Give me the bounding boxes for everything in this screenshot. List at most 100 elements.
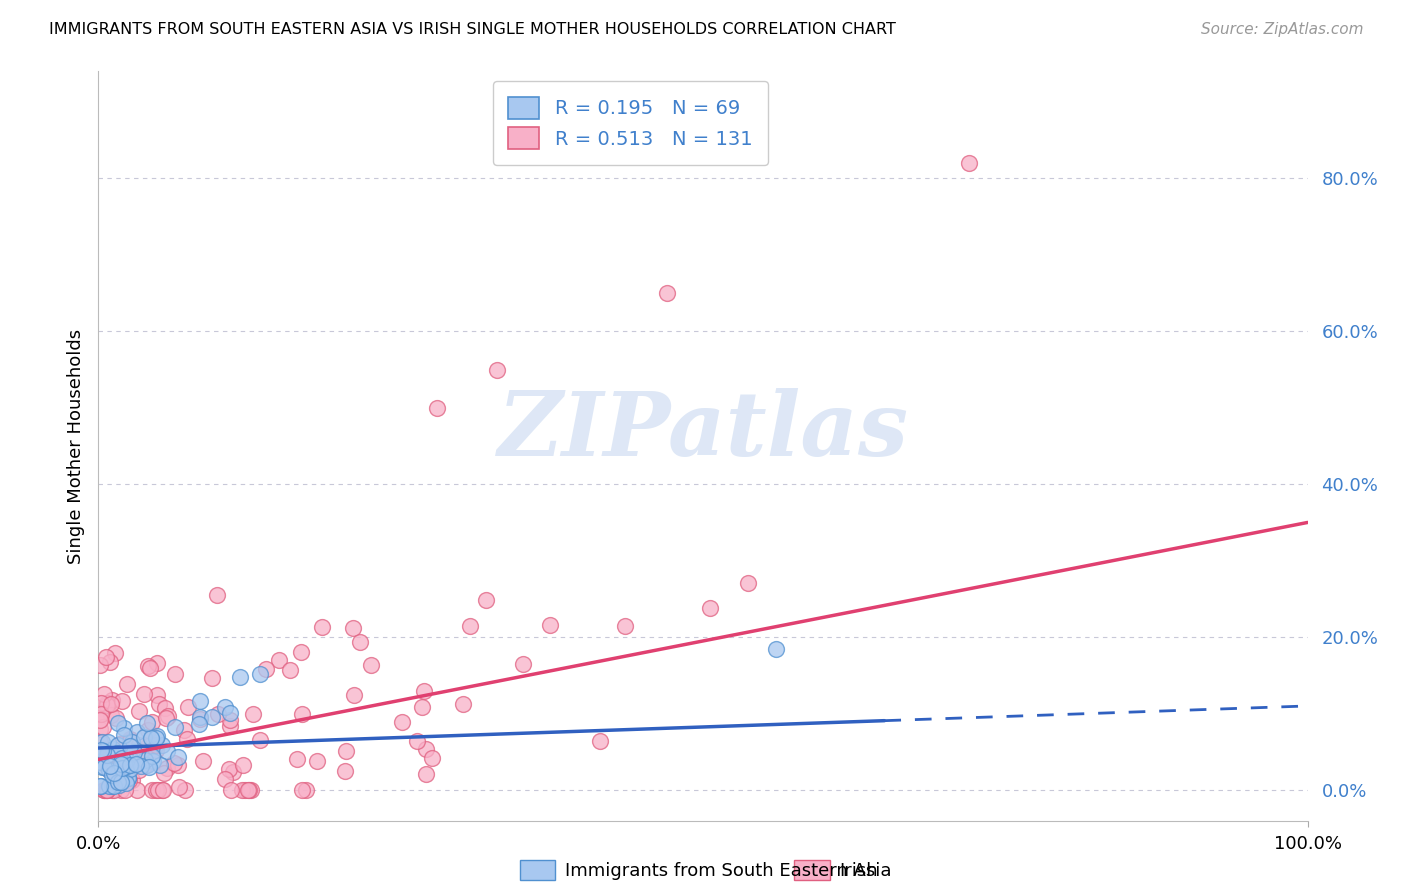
Point	[97, 735, 120, 749]
Point	[89, 779, 111, 793]
Point	[112, 756, 135, 771]
Point	[142, 754, 165, 768]
Point	[290, 645, 312, 659]
Point	[120, 732, 142, 747]
Point	[98, 759, 121, 773]
Point	[360, 657, 382, 672]
Point	[100, 698, 122, 712]
Text: ZIPatlas: ZIPatlas	[498, 388, 908, 475]
Point	[128, 704, 150, 718]
Point	[201, 671, 224, 685]
Point	[295, 783, 318, 797]
Text: IMMIGRANTS FROM SOUTH EASTERN ASIA VS IRISH SINGLE MOTHER HOUSEHOLDS CORRELATION: IMMIGRANTS FROM SOUTH EASTERN ASIA VS IR…	[49, 22, 896, 37]
Point	[89, 722, 111, 736]
Point	[157, 708, 180, 723]
Point	[136, 659, 159, 673]
Point	[131, 744, 153, 758]
Point	[121, 735, 143, 749]
Point	[110, 774, 132, 789]
Point	[90, 696, 112, 710]
Point	[267, 653, 290, 667]
Point	[134, 753, 156, 767]
Point	[117, 771, 139, 785]
Text: Irish: Irish	[839, 862, 877, 880]
Point	[141, 748, 163, 763]
Point	[426, 401, 449, 415]
Point	[132, 730, 155, 744]
Point	[93, 687, 115, 701]
Point	[93, 783, 115, 797]
Point	[111, 758, 134, 772]
Point	[145, 738, 167, 752]
Point	[242, 706, 264, 721]
Point	[238, 783, 260, 797]
Point	[89, 706, 111, 720]
Point	[111, 761, 134, 775]
Point	[132, 687, 155, 701]
Point	[138, 760, 160, 774]
Point	[311, 620, 333, 634]
Point	[127, 725, 149, 739]
Point	[125, 756, 148, 771]
Point	[111, 750, 134, 764]
Point	[249, 732, 271, 747]
Point	[349, 635, 371, 649]
Point	[100, 692, 122, 706]
Point	[406, 734, 429, 748]
Text: Immigrants from South Eastern Asia: Immigrants from South Eastern Asia	[565, 862, 891, 880]
Point	[173, 723, 195, 737]
Point	[114, 746, 136, 760]
Point	[167, 750, 190, 764]
Y-axis label: Single Mother Households: Single Mother Households	[66, 328, 84, 564]
Point	[136, 739, 159, 753]
Point	[486, 362, 509, 376]
Point	[118, 758, 141, 772]
Point	[231, 758, 253, 772]
Point	[114, 783, 136, 797]
Point	[152, 738, 174, 752]
Point	[110, 783, 132, 797]
Point	[148, 697, 170, 711]
Point	[105, 766, 128, 780]
Point	[105, 746, 128, 760]
Point	[765, 641, 787, 656]
Point	[90, 742, 112, 756]
Point	[411, 700, 433, 714]
Point	[101, 783, 124, 797]
Point	[176, 731, 198, 746]
Point	[89, 755, 111, 769]
Point	[150, 783, 173, 797]
Point	[96, 747, 118, 762]
Point	[90, 742, 112, 756]
Point	[90, 735, 112, 749]
Point	[101, 768, 124, 782]
Point	[218, 718, 240, 732]
Point	[205, 589, 228, 603]
Point	[135, 758, 157, 772]
Point	[98, 655, 121, 669]
Point	[128, 764, 150, 778]
Point	[219, 706, 242, 720]
Point	[201, 710, 224, 724]
Point	[97, 763, 120, 777]
Point	[231, 783, 253, 797]
Point	[219, 714, 242, 728]
Point	[124, 745, 146, 759]
Point	[249, 667, 271, 681]
Point	[112, 769, 135, 783]
Point	[96, 649, 118, 664]
Point	[188, 712, 211, 726]
Point	[112, 721, 135, 735]
Point	[111, 693, 134, 707]
Point	[110, 756, 132, 771]
Point	[107, 778, 129, 792]
Point	[512, 657, 534, 672]
Point	[100, 708, 122, 723]
Point	[107, 716, 129, 731]
Point	[117, 676, 139, 690]
Point	[156, 744, 179, 758]
Point	[152, 766, 174, 780]
Point	[141, 715, 163, 730]
Point	[117, 771, 139, 785]
Point	[238, 783, 260, 797]
